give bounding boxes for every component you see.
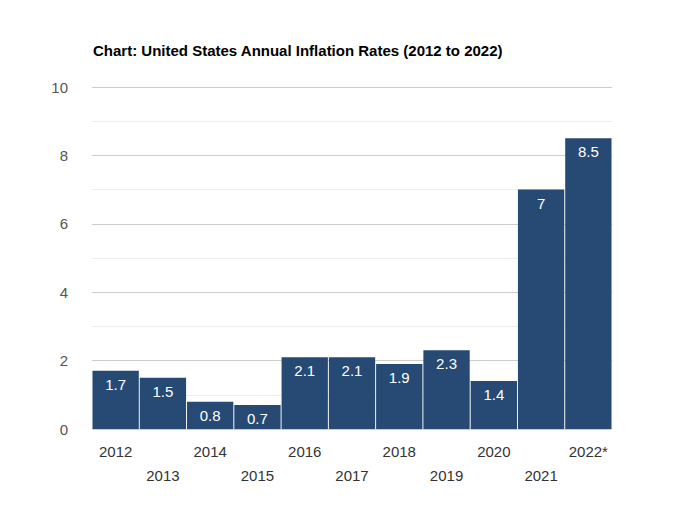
svg-text:7: 7: [537, 195, 545, 212]
svg-text:2.1: 2.1: [342, 362, 363, 379]
svg-text:Chart: United States Annual In: Chart: United States Annual Inflation Ra…: [93, 42, 503, 59]
svg-text:2019: 2019: [430, 467, 463, 484]
svg-text:2021: 2021: [524, 467, 557, 484]
svg-text:0.8: 0.8: [200, 407, 221, 424]
svg-text:1.4: 1.4: [483, 386, 504, 403]
svg-text:8: 8: [60, 147, 68, 164]
svg-text:1.5: 1.5: [152, 383, 173, 400]
svg-text:2018: 2018: [383, 443, 416, 460]
svg-text:2020: 2020: [477, 443, 510, 460]
svg-text:4: 4: [60, 284, 68, 301]
svg-text:10: 10: [51, 79, 68, 96]
svg-text:8.5: 8.5: [578, 143, 599, 160]
svg-text:0.7: 0.7: [247, 410, 268, 427]
svg-text:2016: 2016: [288, 443, 321, 460]
svg-text:6: 6: [60, 215, 68, 232]
svg-text:2022*: 2022*: [569, 443, 608, 460]
svg-text:1.9: 1.9: [389, 369, 410, 386]
svg-text:2013: 2013: [146, 467, 179, 484]
svg-text:1.7: 1.7: [105, 376, 126, 393]
svg-text:2017: 2017: [335, 467, 368, 484]
svg-text:2012: 2012: [99, 443, 132, 460]
svg-text:2.3: 2.3: [436, 355, 457, 372]
svg-text:0: 0: [60, 421, 68, 438]
svg-text:2.1: 2.1: [294, 362, 315, 379]
svg-text:2015: 2015: [241, 467, 274, 484]
svg-text:2014: 2014: [193, 443, 226, 460]
svg-text:2: 2: [60, 352, 68, 369]
